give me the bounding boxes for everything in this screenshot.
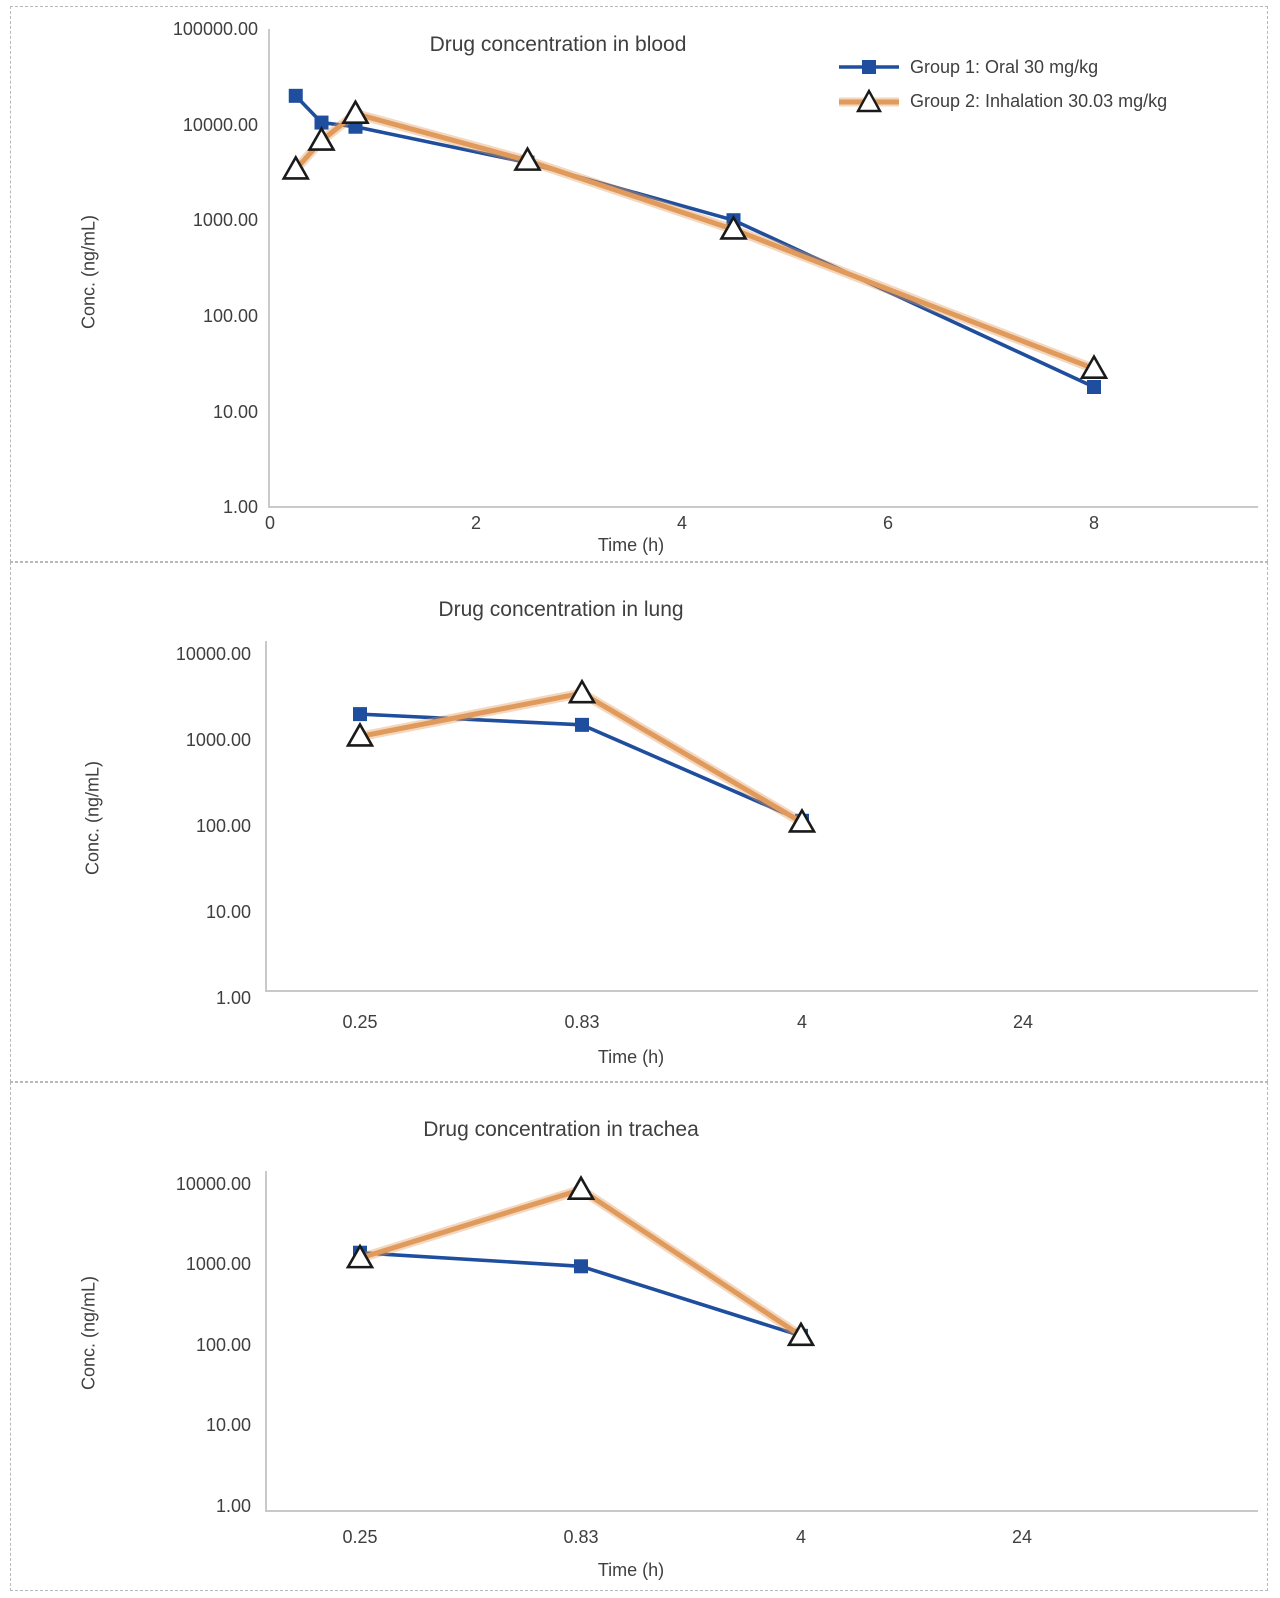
legend-marker-triangle-icon [839, 88, 899, 113]
x-tick-label: 0.25 [342, 1012, 378, 1032]
x-axis-title-blood: Time (h) [597, 535, 665, 555]
chart-panel-trachea: Drug concentration in trachea 10000.00 1… [10, 1082, 1268, 1591]
legend-marker-square-icon [839, 60, 899, 74]
chart-title-trachea: Drug concentration in trachea [423, 1118, 699, 1141]
y-tick-label: 1.00 [215, 988, 251, 1008]
y-tick-label: 1.00 [222, 497, 258, 517]
y-tick-label: 100.00 [195, 1335, 251, 1355]
y-tick-label: 100000.00 [172, 19, 258, 39]
x-tick-label: 4 [795, 1527, 807, 1547]
y-tick-label: 10.00 [212, 402, 258, 422]
x-axis-title-lung: Time (h) [597, 1047, 665, 1067]
x-axis-title-trachea: Time (h) [597, 1560, 665, 1580]
y-tick-label: 10000.00 [175, 1174, 251, 1194]
legend-label: Group 2: Inhalation 30.03 mg/kg [910, 90, 1168, 111]
x-tick-label: 0.83 [564, 1012, 600, 1032]
legend-item-group2: Group 2: Inhalation 30.03 mg/kg [837, 87, 1167, 115]
plot-area-blood [268, 29, 1258, 508]
x-tick-label: 4 [796, 1012, 808, 1032]
x-tick-label: 24 [1011, 1527, 1033, 1547]
plot-area-trachea [265, 1171, 1258, 1512]
y-tick-label: 1000.00 [185, 1254, 251, 1274]
y-tick-label: 1000.00 [192, 210, 258, 230]
x-tick-label: 8 [1088, 513, 1100, 533]
chart-title-lung: Drug concentration in lung [438, 598, 684, 621]
plot-area-lung [265, 641, 1258, 992]
x-tick-label: 6 [882, 513, 894, 533]
y-tick-label: 10000.00 [175, 644, 251, 664]
x-tick-label: 4 [676, 513, 688, 533]
x-tick-label: 2 [470, 513, 482, 533]
y-tick-label: 1.00 [215, 1496, 251, 1516]
y-tick-label: 100.00 [202, 306, 258, 326]
chart-panel-blood: Drug concentration in blood 100000.00 10… [10, 6, 1268, 562]
x-tick-label: 0 [264, 513, 276, 533]
chart-title-blood: Drug concentration in blood [429, 33, 687, 56]
chart-panel-lung: Drug concentration in lung 10000.00 1000… [10, 562, 1268, 1082]
x-tick-label: 0.83 [563, 1527, 599, 1547]
y-tick-label: 100.00 [195, 816, 251, 836]
y-tick-label: 1000.00 [185, 730, 251, 750]
legend-label: Group 1: Oral 30 mg/kg [910, 56, 1099, 77]
x-tick-label: 24 [1012, 1012, 1034, 1032]
x-tick-label: 0.25 [342, 1527, 378, 1547]
legend: Group 1: Oral 30 mg/kg Group 2: Inhalati… [837, 53, 1167, 115]
y-tick-label: 10000.00 [182, 115, 258, 135]
legend-item-group1: Group 1: Oral 30 mg/kg [837, 53, 1167, 81]
y-tick-label: 10.00 [205, 1415, 251, 1435]
y-tick-label: 10.00 [205, 902, 251, 922]
